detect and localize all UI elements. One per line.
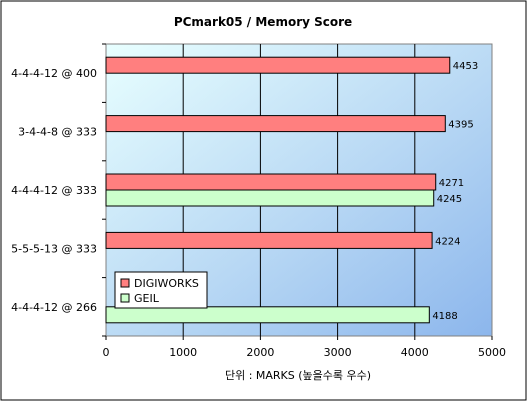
- x-axis-title: 단위 : MARKS (높을수록 우수): [225, 369, 371, 382]
- legend: DIGIWORKS GEIL: [114, 271, 208, 309]
- x-tick-label: 3000: [324, 346, 352, 359]
- bar-value-label: 4245: [437, 194, 462, 205]
- bar-value-label: 4224: [435, 236, 460, 247]
- x-tick-label: 4000: [401, 346, 429, 359]
- legend-label-digiworks: DIGIWORKS: [134, 277, 199, 290]
- x-tick-label: 5000: [478, 346, 506, 359]
- bar-value-label: 4453: [453, 61, 478, 72]
- category-label: 3-4-4-8 @ 333: [18, 126, 97, 139]
- bar-value-label: 4188: [432, 311, 457, 322]
- category-label: 4-4-4-12 @ 400: [11, 67, 97, 80]
- x-tick-label: 2000: [246, 346, 274, 359]
- legend-box: [114, 271, 208, 309]
- legend-swatch-geil: [120, 293, 130, 303]
- bar-digiworks: [105, 173, 437, 191]
- x-axis-ticks: 0 1000 2000 3000 4000 5000: [103, 336, 506, 359]
- bar-digiworks: [105, 56, 451, 74]
- bar-geil: [105, 306, 430, 324]
- bar-digiworks: [105, 115, 446, 133]
- legend-label-geil: GEIL: [134, 292, 160, 305]
- chart-title: PCmark05 / Memory Score: [174, 15, 352, 29]
- category-labels: 4-4-4-12 @ 400 3-4-4-8 @ 333 4-4-4-12 @ 33…: [11, 43, 106, 337]
- category-label: 5-5-5-13 @ 333: [11, 242, 97, 255]
- x-tick-label: 1000: [169, 346, 197, 359]
- bar-digiworks: [105, 231, 433, 249]
- x-tick-label: 0: [103, 346, 110, 359]
- legend-swatch-digiworks: [120, 278, 130, 288]
- bars: 4453 4395 4271 4245 4224 4188: [105, 56, 478, 324]
- category-label: 4-4-4-12 @ 266: [11, 301, 97, 314]
- bar-value-label: 4395: [448, 120, 473, 131]
- category-label: 4-4-4-12 @ 333: [11, 184, 97, 197]
- bar-value-label: 4271: [439, 178, 464, 189]
- bar-geil: [105, 189, 435, 207]
